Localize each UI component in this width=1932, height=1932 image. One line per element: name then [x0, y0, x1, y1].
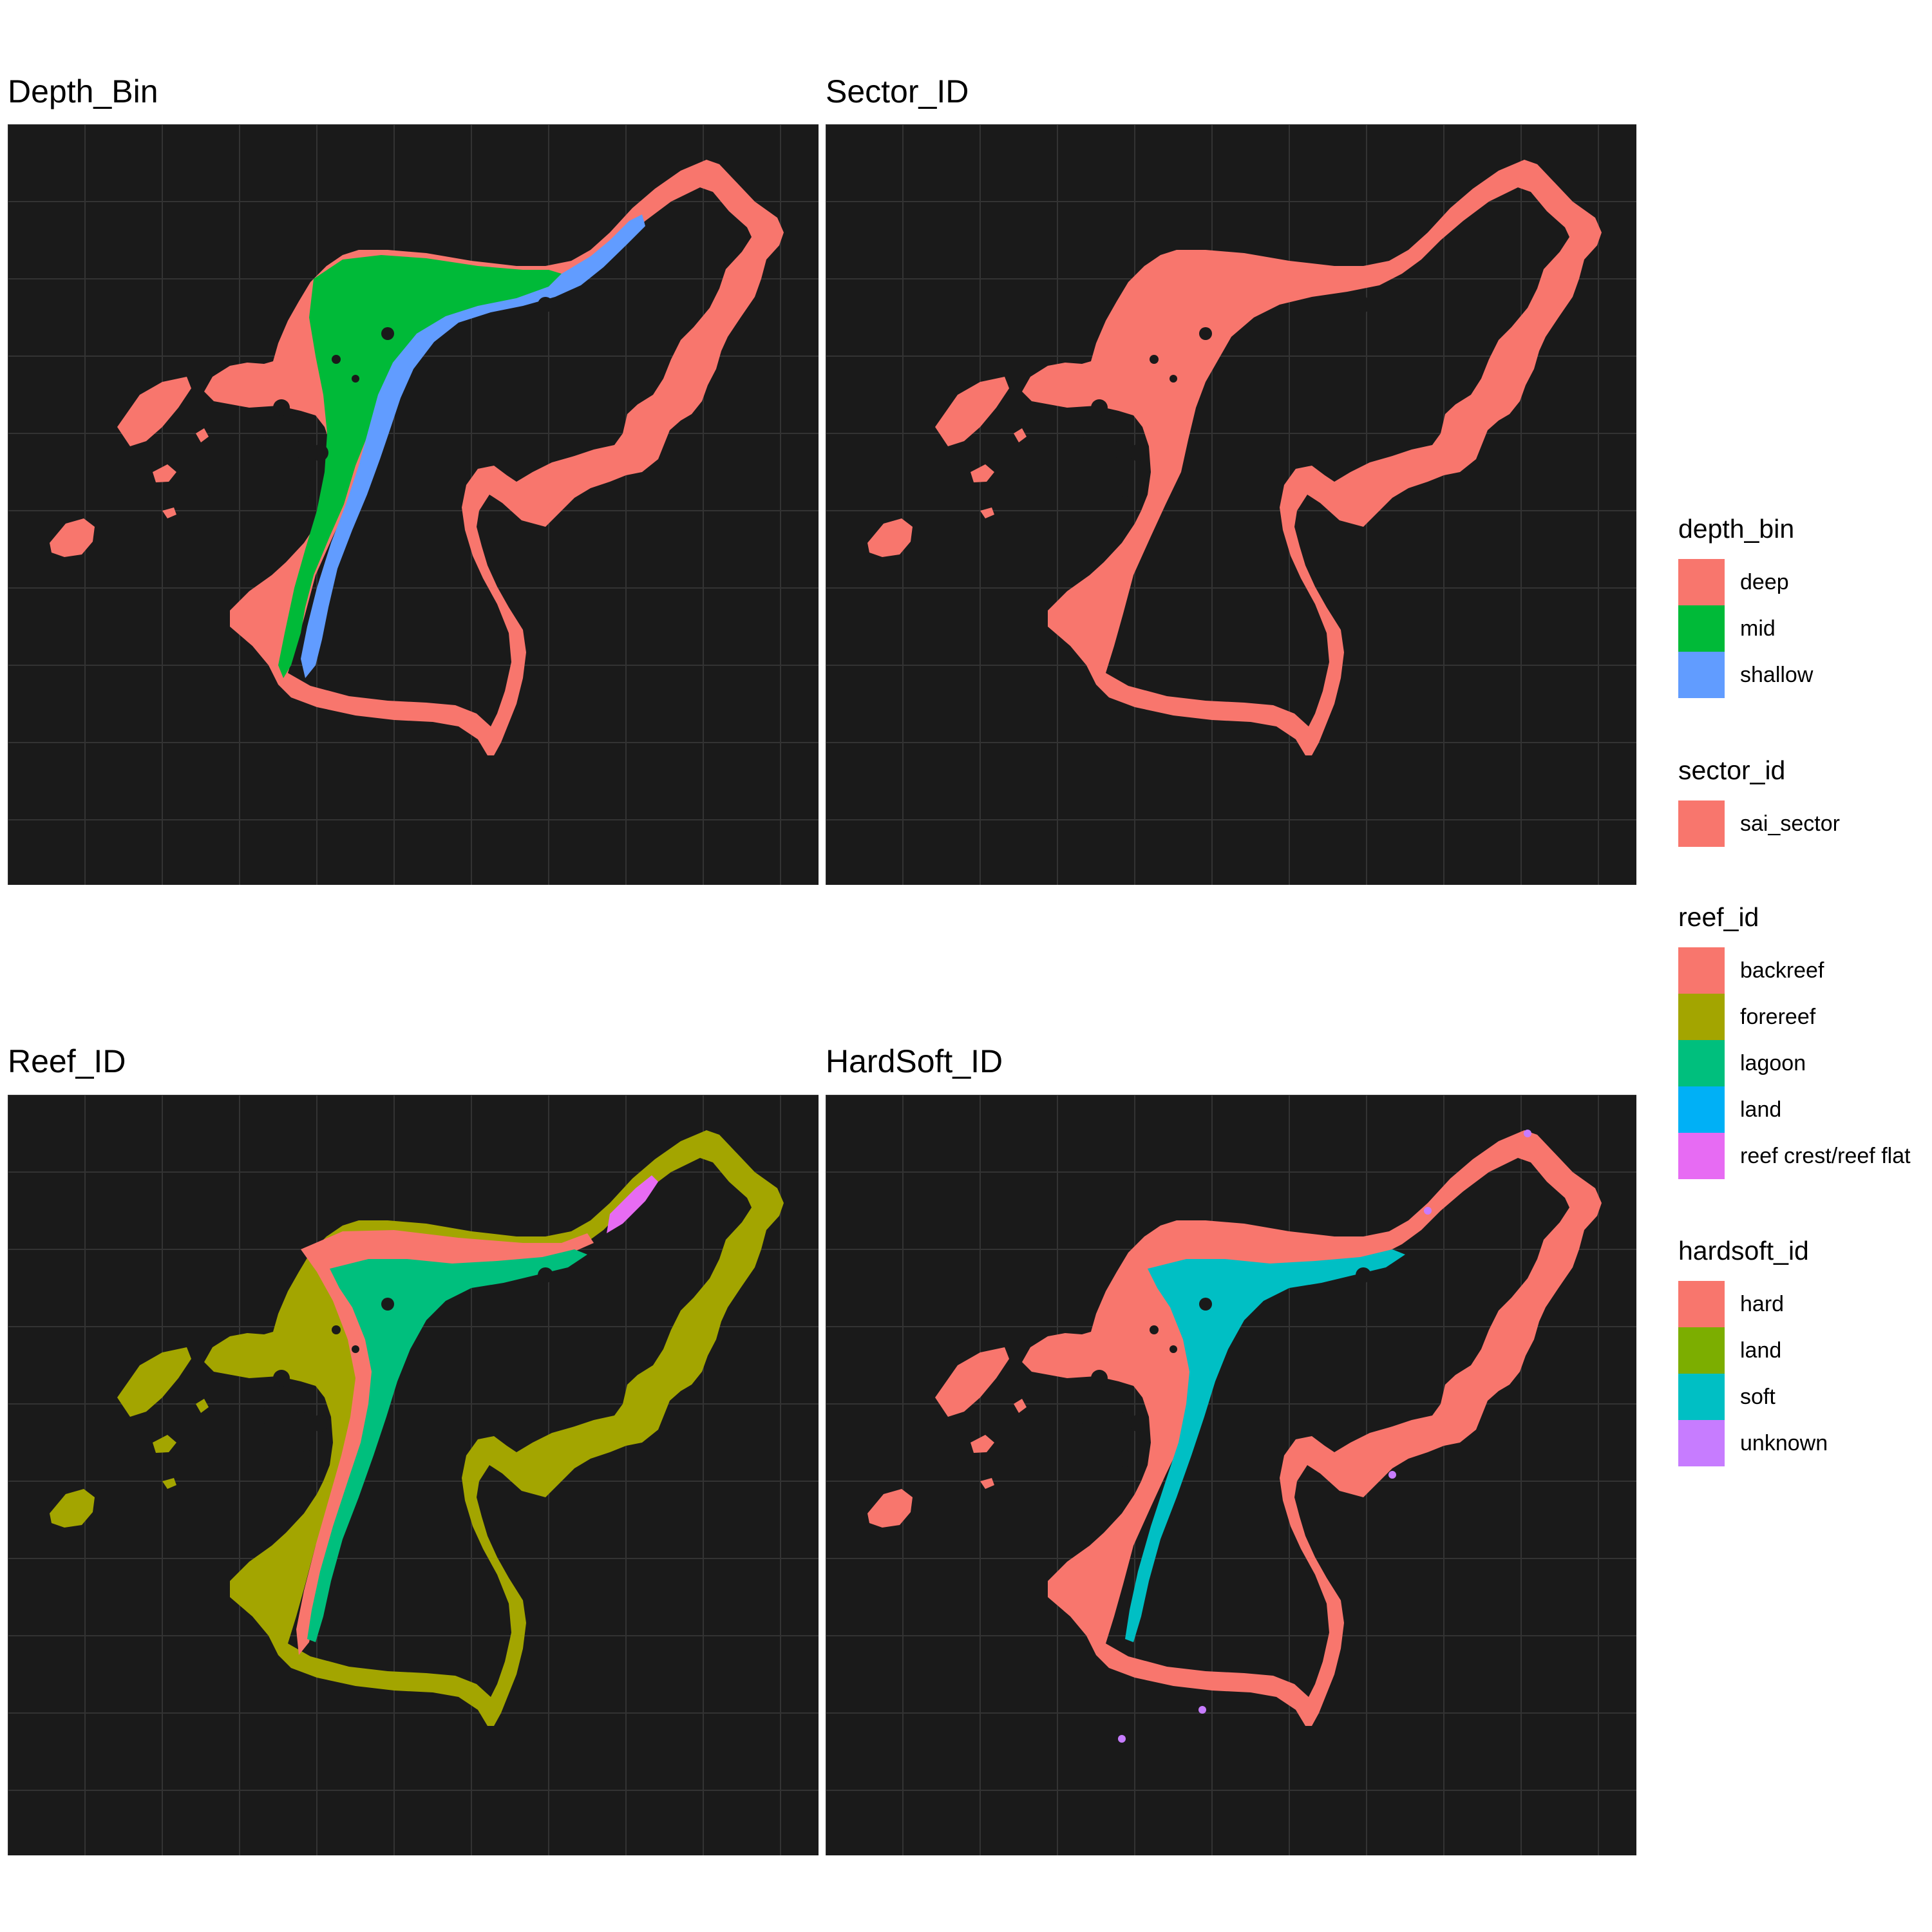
legend-key [1678, 800, 1725, 847]
legend-key [1678, 652, 1725, 698]
legend-label: forereef [1740, 1004, 1816, 1029]
legend-item: backreef [1678, 947, 1911, 994]
legend-title: depth_bin [1678, 514, 1795, 544]
panel-title-hardsoft-id: HardSoft_ID [826, 1043, 1003, 1079]
station-markers [1072, 1267, 1371, 1467]
legend-item: forereef [1678, 994, 1911, 1040]
legend-label: sai_sector [1740, 811, 1840, 836]
legend-key [1678, 1133, 1725, 1179]
legend-key [1678, 1040, 1725, 1086]
map-canvas [826, 124, 1636, 885]
legend-key [1678, 1281, 1725, 1327]
map-panel-depth-bin [8, 124, 819, 885]
legend-label: land [1740, 1097, 1782, 1122]
legend-item: land [1678, 1327, 1828, 1374]
legend-sector-id: sector_id sai_sector [1678, 754, 1840, 847]
legend-label: deep [1740, 569, 1789, 594]
map-panel-sector-id [826, 124, 1636, 885]
layer-shallow [301, 214, 645, 678]
gridlines [826, 124, 1636, 885]
station-markers [254, 297, 553, 497]
legend-key [1678, 559, 1725, 605]
station-markers [254, 1267, 553, 1467]
legend-hardsoft-id: hardsoft_id hard land soft unknown [1678, 1235, 1828, 1466]
layer-hard [867, 1130, 1602, 1726]
map-canvas [826, 1095, 1636, 1855]
layer-sai-sector [867, 160, 1602, 755]
legend-label: unknown [1740, 1430, 1828, 1455]
legend-key [1678, 947, 1725, 994]
legend-label: land [1740, 1338, 1782, 1363]
legend-key [1678, 1374, 1725, 1420]
legend-title: hardsoft_id [1678, 1236, 1809, 1265]
legend-key [1678, 1086, 1725, 1133]
gridlines [8, 1095, 819, 1855]
legend-title: reef_id [1678, 902, 1759, 932]
legend-key [1678, 605, 1725, 652]
layer-soft [1125, 1249, 1405, 1642]
legend-label: soft [1740, 1384, 1776, 1409]
layer-lagoon [307, 1249, 587, 1642]
legend-label: lagoon [1740, 1050, 1806, 1075]
legend-item: hard [1678, 1281, 1828, 1327]
legend-item: land [1678, 1086, 1911, 1133]
legend-label: hard [1740, 1291, 1785, 1316]
panel-title-depth-bin: Depth_Bin [8, 73, 158, 109]
legend-item: lagoon [1678, 1040, 1911, 1086]
gridlines [8, 124, 819, 885]
legend-label: reef crest/reef flat [1740, 1143, 1911, 1168]
gridlines [826, 1095, 1636, 1855]
map-canvas [8, 124, 819, 885]
legend-reef-id: reef_id backreef forereef lagoon land re… [1678, 901, 1911, 1179]
legend-depth-bin: depth_bin deep mid shallow [1678, 513, 1813, 698]
legend-title: sector_id [1678, 755, 1786, 785]
legend-item: reef crest/reef flat [1678, 1133, 1911, 1179]
legend-item: deep [1678, 559, 1813, 605]
legend-key [1678, 1420, 1725, 1466]
legend-key [1678, 994, 1725, 1040]
legend-label: mid [1740, 616, 1776, 641]
layer-deep [50, 160, 784, 755]
panel-title-sector-id: Sector_ID [826, 73, 969, 109]
legend-item: mid [1678, 605, 1813, 652]
legend-item: unknown [1678, 1420, 1828, 1466]
legend-item: shallow [1678, 652, 1813, 698]
legend-item: sai_sector [1678, 800, 1840, 847]
legend-label: shallow [1740, 662, 1814, 687]
legend-label: backreef [1740, 958, 1824, 983]
layer-forereef [50, 1130, 784, 1726]
station-markers [1072, 297, 1371, 497]
layer-unknown [1118, 1130, 1531, 1743]
map-canvas [8, 1095, 819, 1855]
legend-key [1678, 1327, 1725, 1374]
map-panel-hardsoft-id [826, 1095, 1636, 1855]
layer-mid [278, 255, 562, 678]
map-panel-reef-id [8, 1095, 819, 1855]
panel-title-reef-id: Reef_ID [8, 1043, 126, 1079]
layer-reef-crest [607, 1175, 658, 1233]
legend-item: soft [1678, 1374, 1828, 1420]
